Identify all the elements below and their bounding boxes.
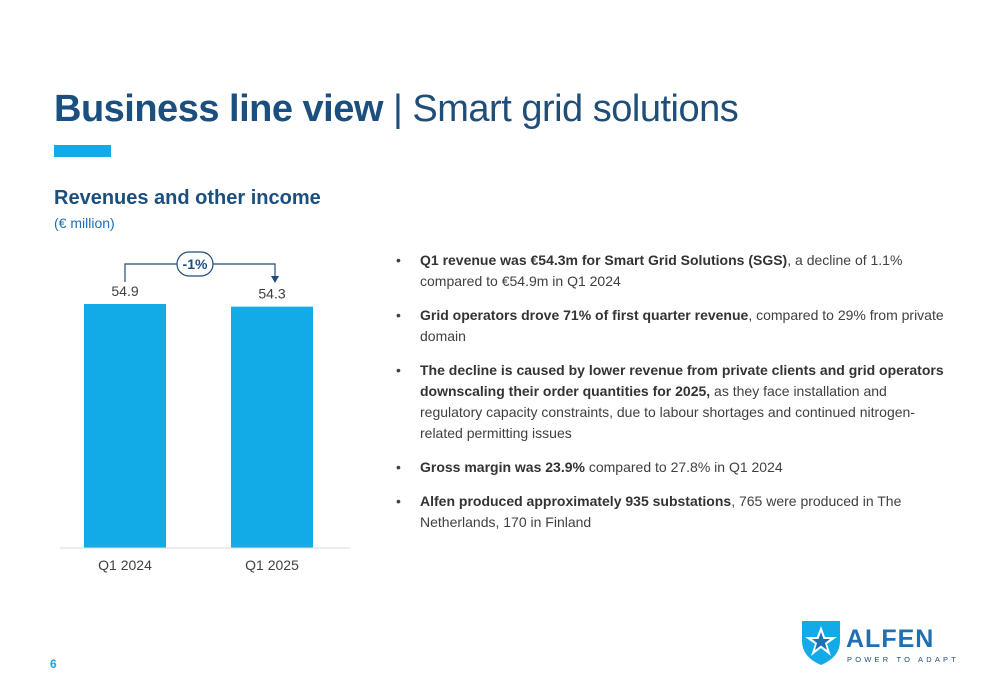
x-tick-label: Q1 2025 [245, 557, 299, 573]
page-title-subtitle: Smart grid solutions [412, 88, 739, 130]
bullet-bold: Alfen produced approximately 935 substat… [420, 493, 732, 509]
bullet-bold: Gross margin was 23.9% [420, 459, 585, 475]
bullet-bold: The decline is caused by lower revenue f… [420, 362, 944, 399]
page-number: 6 [50, 657, 57, 671]
bullet-bold: Q1 revenue was €54.3m for Smart Grid Sol… [420, 252, 788, 268]
bullet-item: Alfen produced approximately 935 substat… [392, 491, 952, 533]
bullet-text: , a decline of 1.1% compared to €54.9m i… [420, 252, 903, 289]
alfen-logo: ALFEN POWER TO ADAPT [802, 621, 959, 665]
bar-value-label: 54.9 [111, 283, 138, 299]
bullet-text: , compared to 29% from private domain [420, 307, 944, 344]
bar-q1-2025 [231, 306, 313, 548]
bullet-bold: Grid operators drove 71% of first quarte… [420, 307, 749, 323]
arrow-down-icon [271, 276, 279, 283]
bullet-item: Grid operators drove 71% of first quarte… [392, 305, 952, 347]
bullet-item: Gross margin was 23.9% compared to 27.8%… [392, 457, 952, 478]
bullet-item: The decline is caused by lower revenue f… [392, 360, 952, 444]
page-title: Business line view | Smart grid solution… [54, 84, 739, 134]
bullet-text: , 765 were produced in The Netherlands, … [420, 493, 902, 530]
bullet-text: compared to 27.8% in Q1 2024 [584, 459, 783, 475]
bar-value-label: 54.3 [258, 286, 285, 302]
page-title-separator: | [392, 88, 403, 130]
revenue-bar-chart: 54.9 Q1 2024 54.3 Q1 2025 -1% [60, 251, 350, 573]
chart-unit: (€ million) [54, 215, 115, 231]
logo-tagline: POWER TO ADAPT [847, 655, 959, 664]
change-badge-label: -1% [183, 256, 208, 272]
bullet-item: Q1 revenue was €54.3m for Smart Grid Sol… [392, 250, 952, 292]
bullet-text: as they face installation and regulatory… [420, 383, 915, 441]
logo-wordmark: ALFEN [846, 625, 934, 653]
chart-title: Revenues and other income [54, 187, 321, 209]
bar-q1-2024 [84, 304, 166, 548]
alfen-shield-star-icon [802, 621, 840, 665]
change-badge [176, 251, 214, 277]
x-tick-label: Q1 2024 [98, 557, 152, 573]
title-accent-bar [54, 145, 111, 157]
bullet-list: Q1 revenue was €54.3m for Smart Grid Sol… [392, 250, 952, 546]
page-title-bold: Business line view [54, 88, 383, 130]
